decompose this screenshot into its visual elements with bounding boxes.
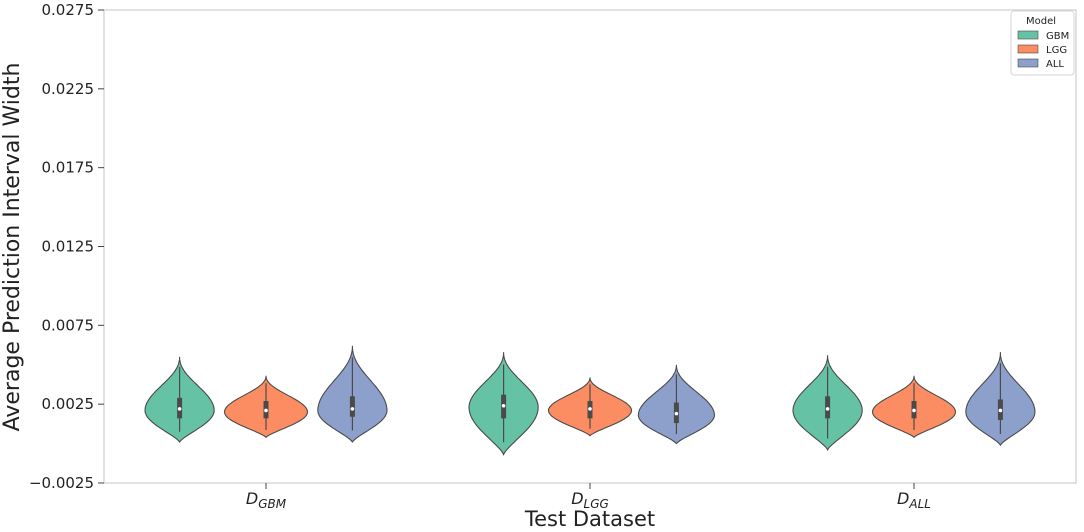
y-tick-label: 0.0125 bbox=[42, 238, 95, 256]
violin-marks bbox=[144, 345, 1036, 456]
legend-swatch bbox=[1017, 30, 1039, 40]
y-tick-label: −0.0025 bbox=[29, 474, 94, 492]
x-tick-label-sub: ALL bbox=[908, 497, 931, 511]
y-axis-label: Average Prediction Interval Width bbox=[0, 63, 25, 432]
violin-median-dot bbox=[264, 408, 268, 413]
violin-median-dot bbox=[501, 403, 506, 408]
legend-label: ALL bbox=[1046, 59, 1064, 70]
legend-title: Model bbox=[1026, 16, 1056, 27]
x-tick-label-base: D bbox=[571, 489, 583, 508]
violin-median-dot bbox=[674, 411, 679, 416]
y-tick-label: 0.0075 bbox=[42, 316, 95, 334]
y-tick-label: 0.0025 bbox=[42, 395, 95, 413]
x-axis-ticks: DGBM DLGG DALL bbox=[246, 483, 931, 511]
y-axis-ticks: −0.0025 0.0025 0.0075 0.0125 0.0175 0.0225 0.0… bbox=[29, 1, 104, 492]
x-tick-label-base: D bbox=[897, 489, 909, 508]
x-tick-label-sub: GBM bbox=[258, 497, 287, 511]
legend-label: GBM bbox=[1046, 31, 1069, 42]
x-tick-label-sub: LGG bbox=[584, 497, 609, 511]
y-tick-label: 0.0275 bbox=[42, 1, 95, 19]
x-tick-label: DGBM bbox=[246, 489, 287, 511]
x-tick-label-base: D bbox=[246, 489, 258, 508]
legend-swatch bbox=[1017, 58, 1039, 68]
violin-median-dot bbox=[825, 407, 830, 411]
legend-entries: GBM LGG ALL bbox=[1017, 30, 1069, 70]
x-axis-label: Test Dataset bbox=[524, 507, 655, 531]
violin-median-dot bbox=[998, 408, 1003, 413]
violin-median-dot bbox=[177, 407, 182, 411]
legend: Model GBM LGG ALL bbox=[1010, 10, 1075, 76]
violin-median-dot bbox=[350, 407, 355, 411]
violin-median-dot bbox=[912, 408, 916, 413]
violin-median-dot bbox=[588, 407, 592, 411]
legend-swatch bbox=[1017, 44, 1039, 54]
legend-label: LGG bbox=[1046, 45, 1067, 56]
x-tick-label: DLGG bbox=[571, 489, 609, 511]
y-tick-label: 0.0175 bbox=[42, 159, 95, 177]
y-tick-label: 0.0225 bbox=[42, 80, 95, 98]
violin-iqr-box bbox=[349, 396, 355, 417]
x-tick-label: DALL bbox=[897, 489, 931, 511]
